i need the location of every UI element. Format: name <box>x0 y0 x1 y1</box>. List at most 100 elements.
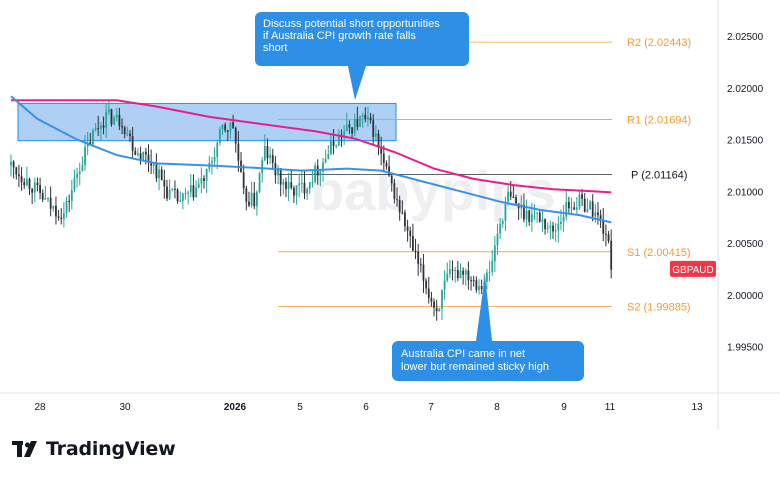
candle-body <box>491 261 494 272</box>
candle-body <box>335 145 338 147</box>
candle-body <box>419 263 422 265</box>
price-chart[interactable]: babypips R2 (2.02443)R1 (2.01694)P (2.01… <box>0 0 780 430</box>
y-tick-label: 1.99500 <box>727 342 764 353</box>
candle-body <box>306 189 309 194</box>
candle-body <box>573 207 576 210</box>
candle-body <box>160 169 163 181</box>
candle-body <box>47 197 49 199</box>
chart-background <box>0 0 780 430</box>
candle-body <box>232 122 234 128</box>
callout-text-bottom-0: Australia CPI came in net <box>401 348 525 360</box>
candle-body <box>221 124 224 129</box>
candle-body <box>393 183 396 200</box>
candle-body <box>427 288 430 298</box>
candle-body <box>10 161 12 166</box>
candle-body <box>454 270 457 272</box>
candle-body <box>271 155 274 164</box>
candle-body <box>20 176 23 183</box>
candle-body <box>226 130 229 132</box>
candle-body <box>385 163 388 167</box>
candle-body <box>605 233 607 235</box>
candle-body <box>216 142 219 157</box>
candle-body <box>197 183 200 188</box>
candle-body <box>475 280 478 291</box>
candle-body <box>327 154 330 159</box>
candle-body <box>570 207 573 209</box>
candle-body <box>147 154 150 162</box>
candle-body <box>449 269 451 274</box>
candle-body <box>237 143 240 161</box>
candle-body <box>504 201 507 221</box>
candle-body <box>552 225 554 232</box>
candle-body <box>544 219 546 230</box>
candle-body <box>528 210 531 222</box>
y-tick-label: 2.00500 <box>727 239 764 250</box>
candle-body <box>443 280 446 290</box>
candle-body <box>501 220 504 224</box>
candle-body <box>23 182 26 186</box>
candle-body <box>107 109 110 112</box>
callout-text-bottom-1: lower but remained sticky high <box>401 361 549 373</box>
candle-body <box>480 286 483 290</box>
candle-body <box>131 136 134 151</box>
price-badge <box>670 260 716 277</box>
candle-body <box>303 182 306 194</box>
y-tick-label: 2.01500 <box>727 136 764 147</box>
candle-body <box>137 153 139 155</box>
candle-body <box>377 133 380 148</box>
candle-body <box>565 202 568 217</box>
candle-body <box>557 223 560 231</box>
candle-body <box>597 212 599 216</box>
price-badge-label: GBPAUD <box>672 265 714 276</box>
candle-body <box>269 155 272 159</box>
candle-body <box>351 127 353 134</box>
moving-average-fast <box>10 95 612 224</box>
candle-body <box>430 297 433 302</box>
candle-body <box>163 180 166 187</box>
candle-body <box>234 127 237 144</box>
moving-average-slow <box>11 99 612 194</box>
candle-body <box>411 235 414 251</box>
candle-body <box>541 219 544 222</box>
candle-body <box>78 171 81 174</box>
x-tick-label: 8 <box>494 402 500 413</box>
candle-body <box>62 213 65 219</box>
candle-body <box>374 133 377 137</box>
candle-body <box>70 190 73 202</box>
callout-pointer-bottom <box>476 275 492 341</box>
candle-body <box>287 182 290 189</box>
candle-body <box>12 161 15 168</box>
x-tick-label: 2026 <box>224 402 247 413</box>
candle-body <box>406 226 409 231</box>
candle-body <box>49 197 52 209</box>
candle-body <box>578 194 581 208</box>
candle-body <box>562 216 565 222</box>
candle-body <box>319 171 322 176</box>
candle-body <box>171 188 174 190</box>
pivot-label-2: P (2.01164) <box>631 169 687 181</box>
candle-body <box>509 191 512 197</box>
candle-body <box>533 213 536 215</box>
candle-body <box>293 187 295 196</box>
tradingview-brand[interactable]: TradingView <box>12 438 176 460</box>
candle-body <box>382 153 385 164</box>
candle-body <box>610 240 613 270</box>
candle-body <box>591 201 594 217</box>
candle-body <box>123 127 126 134</box>
candle-body <box>279 168 282 185</box>
candle-body <box>195 187 197 198</box>
candle-body <box>456 270 459 278</box>
candle-body <box>176 189 179 202</box>
candle-body <box>409 230 412 236</box>
candle-body <box>364 114 367 119</box>
candle-body <box>404 212 406 227</box>
candle-body <box>99 125 102 129</box>
candle-body <box>388 166 390 176</box>
candle-body <box>467 270 470 281</box>
candle-body <box>250 192 253 206</box>
candle-body <box>414 250 417 252</box>
candle-body <box>367 117 369 119</box>
x-tick-label: 13 <box>691 402 703 413</box>
candle-body <box>353 119 356 134</box>
candle-body <box>97 128 100 130</box>
